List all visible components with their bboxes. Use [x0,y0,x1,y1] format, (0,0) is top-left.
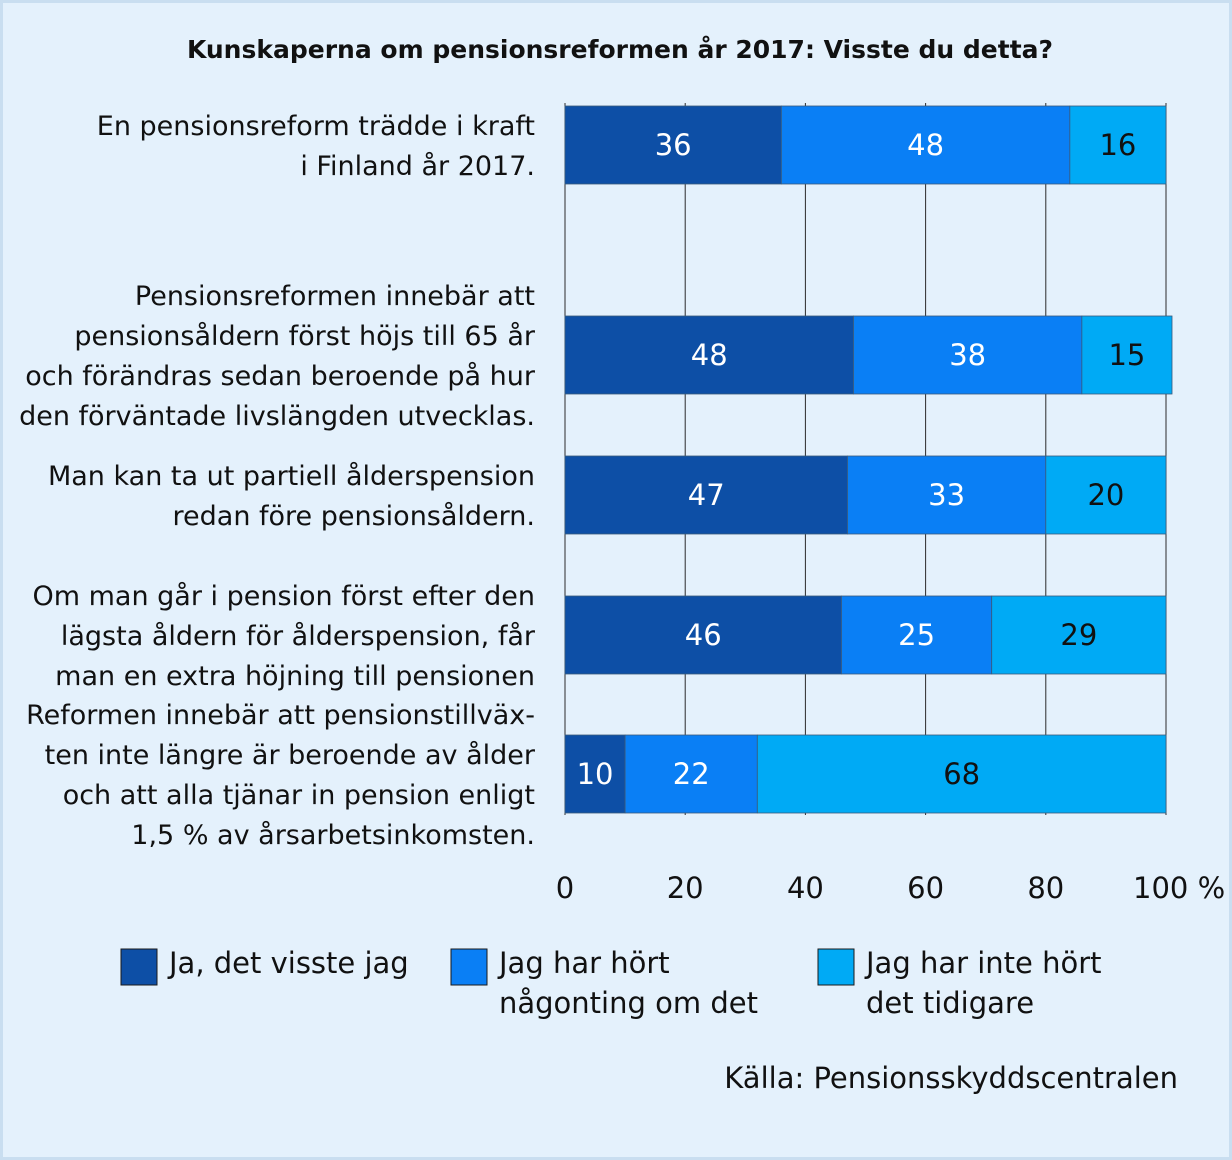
category-label: lägsta åldern för ålderspension, får [61,621,536,652]
bar-segment [1045,455,1167,535]
legend-label: Jag har hört [497,946,670,980]
bar-segment [564,455,848,535]
stacked-bar-chart: Kunskaperna om pensionsreformen år 2017:… [19,35,1225,1095]
legend-label: det tidigare [866,986,1034,1020]
x-tick-label: 80 [1027,871,1064,905]
bars [564,105,1173,814]
data-label: 29 [1060,618,1097,652]
category-label: Man kan ta ut partiell ålderspension [48,461,535,492]
chart-title: Kunskaperna om pensionsreformen år 2017:… [187,35,1053,64]
data-label: 38 [949,338,986,372]
bar-segment [841,595,993,675]
category-label: Reformen innebär att pensionstillväx- [26,700,535,731]
data-label: 10 [577,757,614,791]
category-label: och förändras sedan beroende på hur [25,361,536,392]
x-tick-label: 100 % [1133,871,1225,905]
category-label: Pensionsreformen innebär att [135,281,535,312]
x-tick-label: 20 [667,871,704,905]
data-label: 68 [943,757,980,791]
bar-segment [756,734,1167,814]
bar-segment [624,734,758,814]
source-note: Källa: Pensionsskyddscentralen [724,1061,1178,1095]
category-label: man en extra höjning till pensionen [55,661,535,692]
data-label: 15 [1108,338,1145,372]
data-label: 48 [907,128,944,162]
bar-segment [1069,105,1167,185]
category-label: i Finland år 2017. [300,151,535,182]
bar-segment [853,315,1083,395]
x-tick-label: 0 [556,871,574,905]
legend-swatch [817,948,855,986]
bar-segment [1081,315,1173,395]
data-label: 36 [655,128,692,162]
bar-segment [991,595,1167,675]
legend-label: Ja, det visste jag [167,946,409,980]
category-label: och att alla tjänar in pension enligt [63,780,535,811]
data-label: 47 [688,478,725,512]
bar-segment [564,734,626,814]
legend-swatch [120,948,158,986]
category-label: redan före pensionsåldern. [173,501,535,532]
category-label: ten inte längre är beroende av ålder [45,740,536,771]
bar-segment [564,315,854,395]
data-label: 20 [1087,478,1124,512]
legend-label: Jag har inte hört [864,946,1102,980]
category-label: En pensionsreform trädde i kraft [97,111,535,142]
data-label: 46 [685,618,722,652]
data-label: 48 [691,338,728,372]
data-label: 16 [1099,128,1136,162]
legend-label: någonting om det [499,986,758,1020]
bar-segment [847,455,1047,535]
category-label: Om man går i pension först efter den [32,581,535,612]
category-label: pensionsåldern först höjs till 65 år [74,321,536,352]
category-label: den förväntade livslängden utvecklas. [19,401,535,432]
labels: Kunskaperna om pensionsreformen år 2017:… [19,35,1225,1095]
data-label: 33 [928,478,965,512]
bar-segment [564,595,842,675]
x-tick-label: 60 [907,871,944,905]
data-label: 25 [898,618,935,652]
category-label: 1,5 % av årsarbetsinkomsten. [131,820,535,851]
legend-swatch [450,948,488,986]
x-tick-label: 40 [787,871,824,905]
bar-segment [564,105,782,185]
data-label: 22 [673,757,710,791]
